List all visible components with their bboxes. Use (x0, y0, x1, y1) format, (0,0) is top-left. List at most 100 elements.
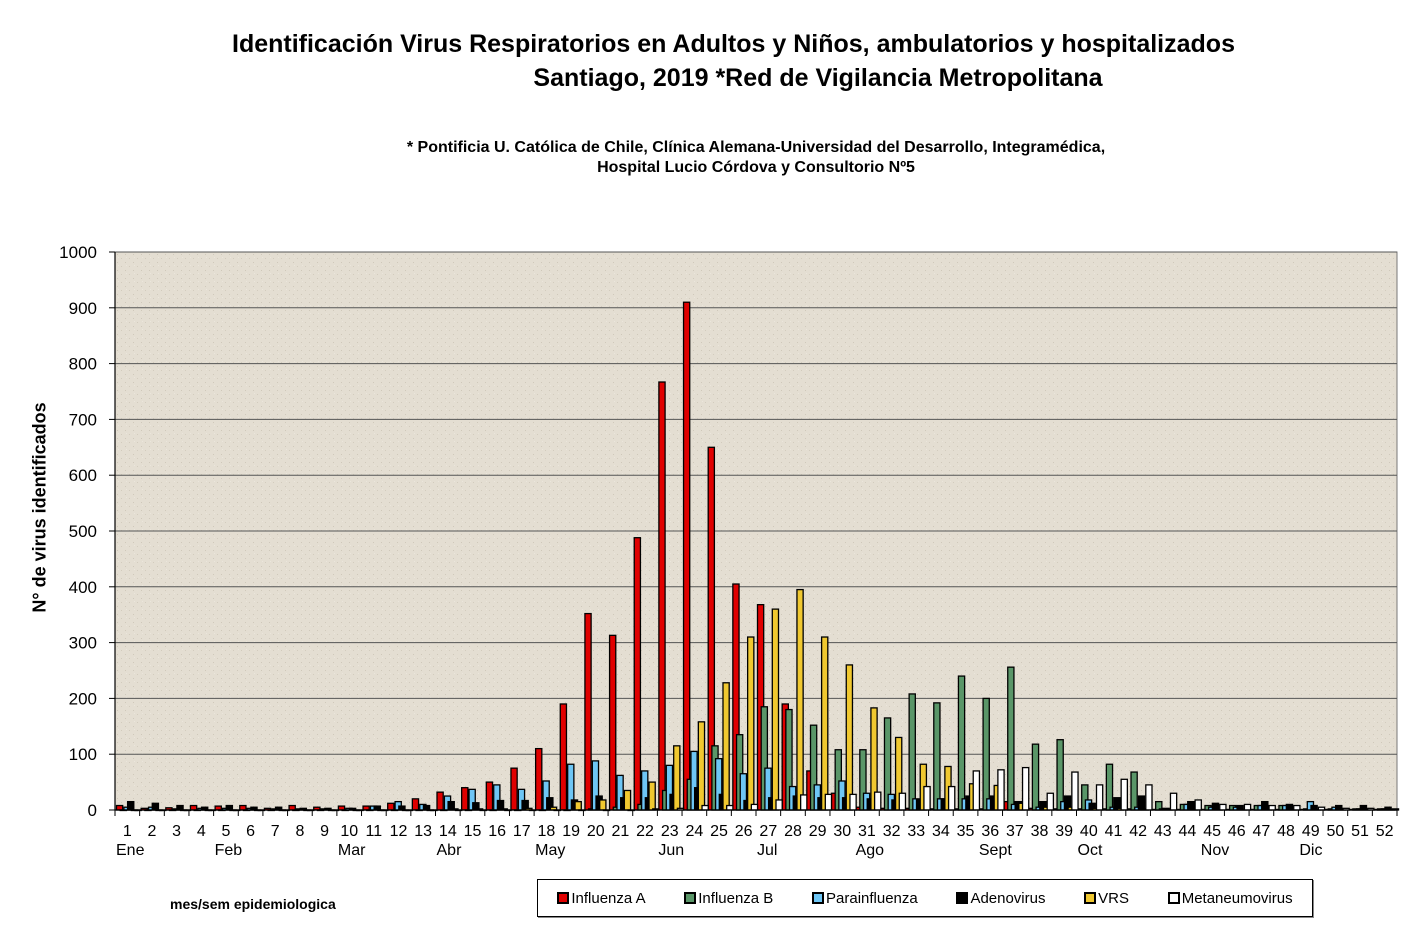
bar-vrs-week-27 (771, 608, 780, 811)
bar-influenza-a-week-23 (658, 381, 666, 811)
y-tick-label: 100 (69, 745, 97, 764)
bar-metaneumovirus-week-27 (775, 799, 783, 811)
bar-metaneumovirus-week-42 (1145, 784, 1153, 811)
bar-metaneumovirus-week-40 (1095, 784, 1104, 811)
month-label: Ene (116, 842, 145, 859)
bar-influenza-b-week-38 (1031, 743, 1040, 811)
bar-adenovirus-week-1 (126, 800, 135, 811)
legend-label: Adenovirus (970, 889, 1046, 907)
bar-influenza-b-week-34 (933, 702, 941, 811)
bar-metaneumovirus-week-30 (849, 793, 857, 811)
x-tick-label: 12 (390, 823, 408, 840)
x-tick-label: 15 (464, 823, 482, 840)
x-tick-label: 36 (981, 823, 999, 840)
bar-influenza-a-week-18 (534, 747, 543, 811)
legend-swatch-icon (1167, 892, 1180, 904)
bar-vrs-week-30 (845, 664, 854, 811)
bar-influenza-a-week-14 (436, 791, 444, 811)
bar-vrs-week-20 (599, 799, 607, 811)
x-tick-label: 31 (858, 823, 876, 840)
bar-metaneumovirus-week-41 (1120, 778, 1129, 811)
legend-swatch-icon (684, 892, 697, 904)
month-label: May (535, 842, 565, 859)
x-tick-label: 4 (197, 823, 206, 840)
legend-swatch-icon (956, 892, 969, 904)
x-tick-label: 34 (932, 823, 950, 840)
x-tick-label: 42 (1129, 823, 1147, 840)
y-tick-label: 1000 (59, 243, 97, 262)
x-tick-label: 24 (685, 823, 703, 840)
x-tick-label: 9 (320, 823, 329, 840)
bar-vrs-week-23 (673, 745, 681, 811)
bar-vrs-week-22 (648, 781, 656, 811)
bar-metaneumovirus-week-44 (1194, 799, 1202, 811)
bar-adenovirus-week-5 (225, 804, 234, 811)
bar-adenovirus-week-44 (1187, 800, 1195, 811)
x-tick-label: 21 (612, 823, 630, 840)
y-tick-label: 700 (69, 410, 97, 429)
x-tick-label: 23 (661, 823, 679, 840)
x-tick-label: 46 (1228, 823, 1246, 840)
bar-adenovirus-week-13 (422, 804, 431, 811)
legend-label: Metaneumovirus (1181, 889, 1293, 907)
bar-influenza-a-week-21 (608, 634, 617, 811)
y-tick-label: 300 (69, 634, 97, 653)
x-tick-label: 19 (562, 823, 580, 840)
bar-influenza-a-week-15 (461, 787, 469, 811)
legend-swatch-icon (812, 892, 825, 904)
y-tick-label: 0 (88, 801, 97, 820)
bar-influenza-a-week-20 (584, 612, 592, 811)
bar-metaneumovirus-week-33 (923, 785, 931, 811)
x-tick-label: 33 (907, 823, 925, 840)
bar-metaneumovirus-week-45 (1219, 803, 1227, 811)
x-tick-label: 2 (148, 823, 157, 840)
bar-adenovirus-week-47 (1261, 800, 1269, 811)
x-tick-label: 52 (1376, 823, 1394, 840)
x-tick-label: 28 (784, 823, 802, 840)
bar-metaneumovirus-week-24 (701, 804, 709, 811)
x-tick-label: 44 (1179, 823, 1197, 840)
x-tick-label: 5 (221, 823, 230, 840)
bar-metaneumovirus-week-31 (873, 791, 882, 811)
x-axis-ticks: 1 2 3 4 5 6 7 8 9 10 11 12 13 14 15 16 17 18 19 20 21 22 23 24 2… (114, 810, 1398, 859)
legend-label: Parainfluenza (826, 889, 918, 907)
gridlines (115, 251, 1397, 755)
bar-metaneumovirus-week-32 (898, 792, 907, 811)
month-label: Feb (215, 842, 243, 859)
bar-influenza-a-week-1 (115, 804, 124, 811)
x-tick-label: 38 (1031, 823, 1049, 840)
month-label: Dic (1299, 842, 1322, 859)
legend-item-influenza-a: Influenza A (557, 890, 646, 907)
month-label: Oct (1078, 842, 1103, 859)
legend-swatch-icon (557, 892, 570, 904)
x-tick-label: 25 (710, 823, 728, 840)
legend-item-vrs: VRS (1084, 890, 1129, 907)
bar-metaneumovirus-week-38 (1046, 792, 1055, 811)
bar-metaneumovirus-week-25 (726, 804, 734, 811)
x-tick-label: 27 (759, 823, 777, 840)
x-tick-label: 51 (1351, 823, 1369, 840)
bar-influenza-a-week-12 (387, 802, 395, 811)
bar-adenovirus-week-3 (176, 804, 184, 811)
x-tick-label: 26 (735, 823, 753, 840)
bar-metaneumovirus-week-29 (824, 793, 833, 811)
bar-vrs-week-19 (574, 800, 582, 811)
bar-influenza-a-week-16 (485, 781, 494, 811)
x-tick-label: 29 (809, 823, 827, 840)
y-tick-label: 900 (69, 299, 97, 318)
x-tick-label: 16 (488, 823, 506, 840)
bar-vrs-week-25 (722, 682, 730, 811)
bar-metaneumovirus-week-37 (1021, 766, 1030, 811)
bar-metaneumovirus-week-46 (1243, 803, 1252, 811)
x-tick-label: 50 (1326, 823, 1344, 840)
bar-vrs-week-24 (697, 721, 706, 811)
legend-item-metaneumovirus: Metaneumovirus (1167, 889, 1293, 907)
y-tick-label: 200 (69, 689, 97, 708)
bar-influenza-a-week-8 (288, 804, 296, 811)
x-tick-label: 17 (513, 823, 531, 840)
bar-influenza-b-week-33 (908, 693, 916, 811)
legend-item-parainfluenza: Parainfluenza (812, 890, 918, 907)
month-label: Abr (437, 842, 463, 859)
legend-item-influenza-b: Influenza B (684, 890, 773, 907)
